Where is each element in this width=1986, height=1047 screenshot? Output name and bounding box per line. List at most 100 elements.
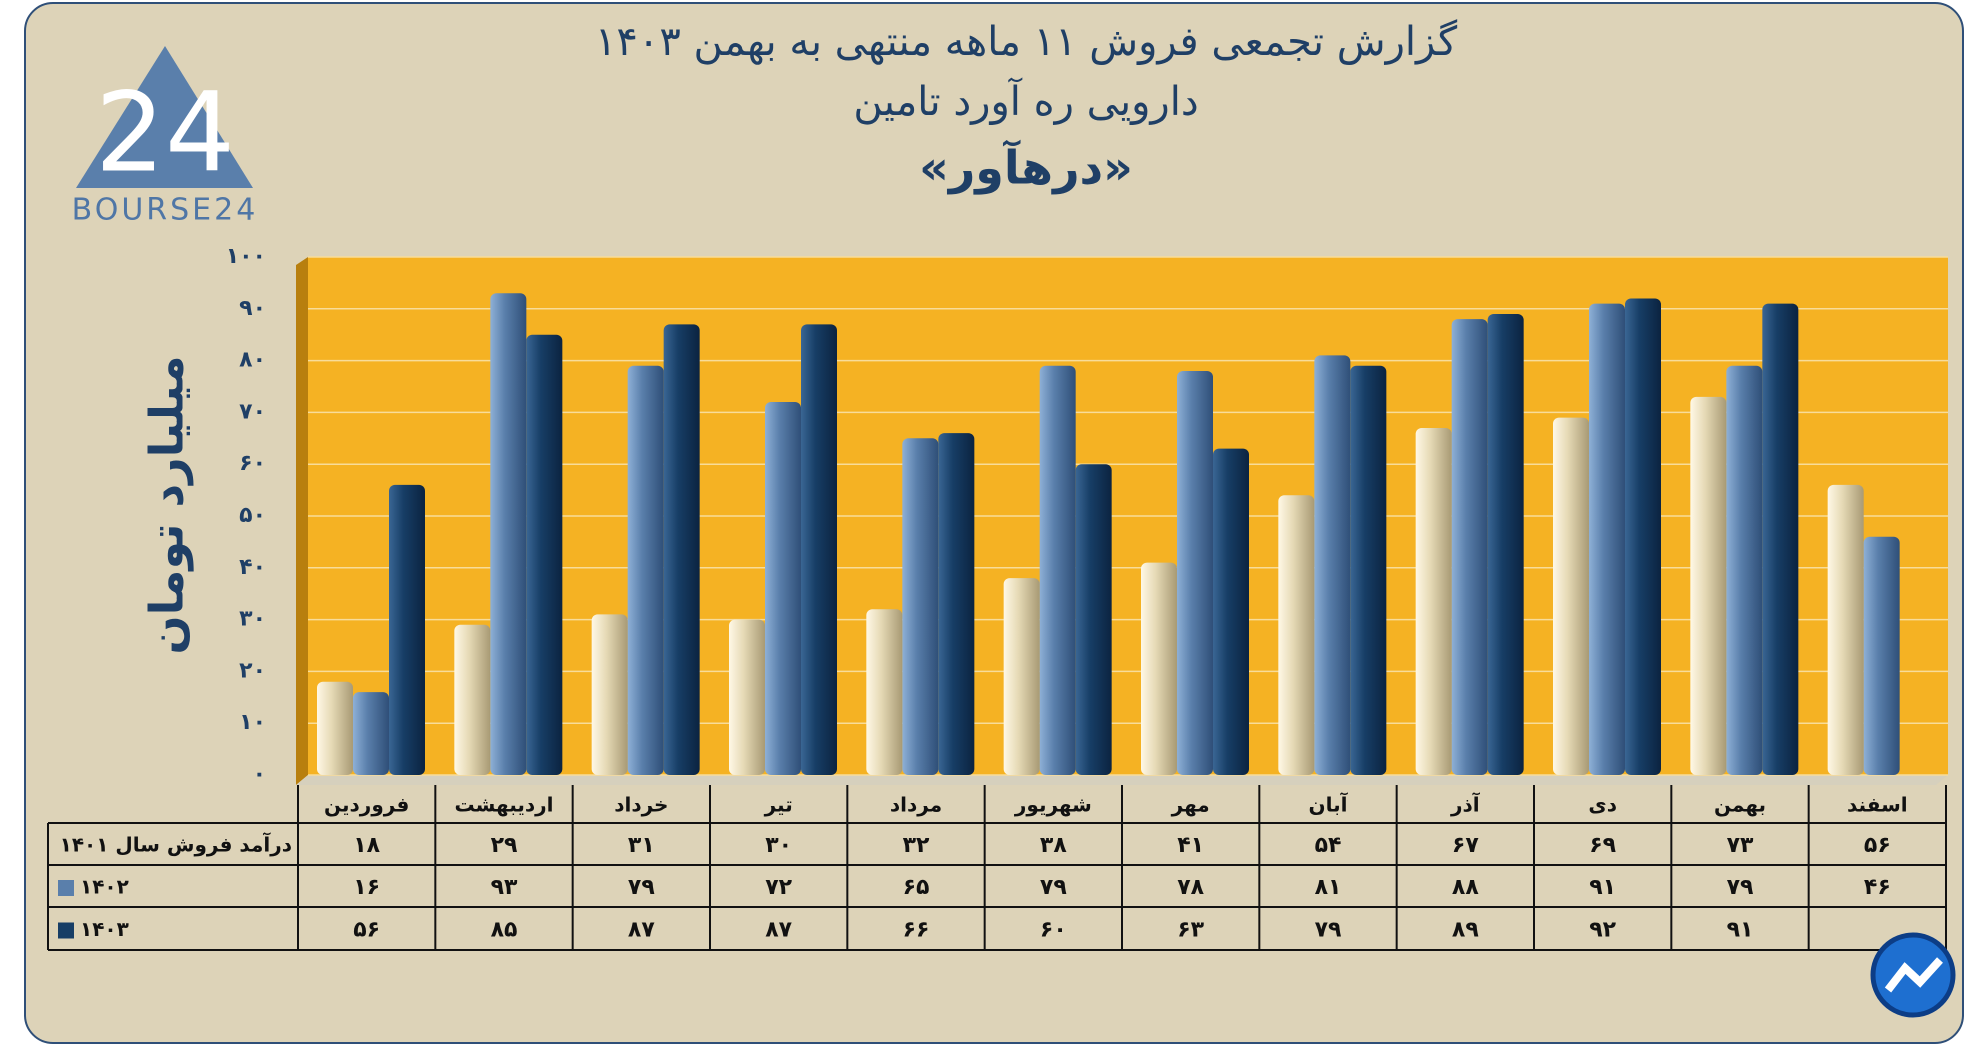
bar [902,438,939,775]
bar [317,681,353,775]
logo-text: BOURSE24 [72,193,259,228]
bar [526,334,563,775]
table-cell: ۳۲ [903,833,930,858]
bar [1589,303,1625,775]
svg-text:24: 24 [95,68,235,196]
y-tick-label: ۱۰ [239,710,266,735]
legend-label: ۱۴۰۳ [80,917,129,941]
y-tick-label: ۷۰ [239,399,266,424]
bar [938,433,975,775]
y-tick-label: ۰ [253,762,266,787]
bar [454,624,491,775]
legend-label: ۱۴۰۲ [80,875,129,899]
table-cell: ۳۰ [765,833,792,858]
table-cell: ۶۳ [1177,918,1204,943]
x-tick-label: مرداد [890,793,942,817]
table-cell: ۸۱ [1315,875,1342,900]
x-tick-label: تیر [764,793,793,817]
table-cell: ۶۰ [1040,918,1067,943]
bar [801,324,837,775]
table-cell: ۸۸ [1452,875,1479,900]
y-tick-label: ۹۰ [239,296,266,321]
table-cell: ۶۹ [1589,833,1616,858]
x-tick-label: آذر [1450,792,1481,817]
x-tick-label: دی [1588,793,1617,817]
bar [1762,303,1799,775]
bar [1039,365,1076,775]
bar [1213,448,1249,775]
y-tick-label: ۶۰ [239,451,266,476]
table-cell: ۷۳ [1727,833,1754,858]
x-tick-label: مهر [1171,793,1210,817]
table-cell: ۴۱ [1177,833,1204,858]
chart-subtitle: دارویی ره آورد تامین [853,77,1198,125]
table-cell: ۸۷ [765,918,792,943]
x-tick-label: خرداد [614,793,668,817]
table-cell: ۸۵ [491,918,518,943]
bar [1177,370,1213,775]
table-cell: ۸۹ [1452,918,1479,943]
logo: 24 [76,46,253,196]
legend-swatch [58,880,74,896]
x-tick-label: بهمن [1714,793,1766,817]
table-cell: ۷۲ [765,875,792,900]
bar [1487,313,1524,775]
bar [729,619,765,775]
table-cell: ۹۲ [1589,918,1616,943]
table-cell: ۶۵ [903,875,930,900]
table-cell: ۷۹ [1040,875,1067,900]
table-cell: ۵۶ [1864,833,1891,858]
table-cell: ۹۱ [1589,875,1616,900]
y-tick-label: ۲۰ [239,658,266,683]
table-cell: ۵۴ [1315,833,1342,858]
bar [1827,484,1864,775]
bar [1003,578,1040,775]
table-cell: ۹۱ [1727,918,1754,943]
y-tick-label: ۳۰ [239,607,266,632]
chart-subtitle: «درهآور» [919,140,1133,195]
legend-label: درآمد فروش سال ۱۴۰۱ [60,832,292,857]
bar [1415,427,1452,775]
table-cell: ۷۹ [1727,875,1754,900]
table-cell: ۱۸ [353,833,380,858]
bar [1553,417,1589,775]
bar [1075,464,1112,775]
bar [627,365,664,775]
x-tick-label: شهریور [1014,793,1092,817]
y-axis-label: میلیارد تومان [140,355,194,654]
table-grid [47,785,1947,951]
table-cell: ۶۶ [903,918,930,943]
bar [663,324,700,775]
bar [1863,536,1900,775]
bar [1625,298,1661,775]
x-tick-label: آبان [1309,792,1349,817]
bar [1350,365,1387,775]
plot-floor [296,775,1948,785]
plot-side [296,257,308,785]
chart-title: گزارش تجمعی فروش ۱۱ ماهه منتهی به بهمن ۱… [595,19,1458,65]
bar [1451,319,1488,775]
x-tick-label: فروردین [324,793,409,817]
bar [1278,495,1315,775]
x-tick-label: اسفند [1847,793,1908,817]
bar [1314,355,1351,775]
table-cell: ۷۸ [1177,875,1204,900]
bar [353,692,389,775]
trend-icon [1870,932,1956,1018]
table-cell: ۷۹ [628,875,655,900]
table-cell: ۳۱ [628,833,655,858]
table-cell: ۴۶ [1864,875,1891,900]
bar [490,293,527,775]
y-tick-label: ۱۰۰ [226,244,266,269]
bar [591,614,628,775]
bar [866,609,903,775]
bar [765,402,801,775]
y-tick-label: ۵۰ [239,503,266,528]
table-cell: ۶۷ [1452,833,1479,858]
y-tick-label: ۸۰ [239,348,266,373]
legend-swatch [58,922,74,939]
bar [1141,562,1177,775]
bar [389,484,425,775]
table-cell: ۹۳ [491,875,518,900]
